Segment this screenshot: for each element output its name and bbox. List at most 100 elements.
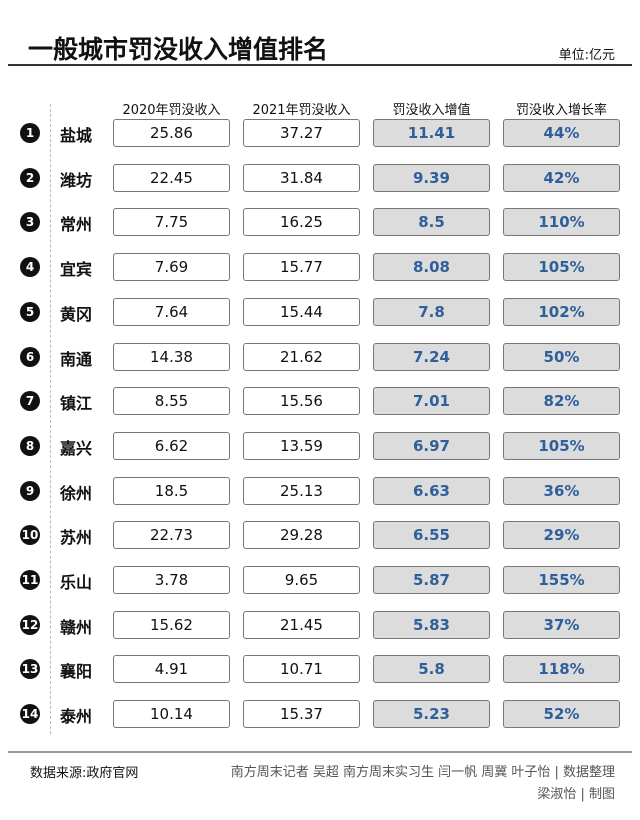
cell-rate: 82% bbox=[503, 387, 620, 416]
city-name: 黄冈 bbox=[60, 304, 93, 324]
table-row: 10 苏州 22.73 29.28 6.55 29% bbox=[0, 521, 640, 550]
rank-divider bbox=[50, 104, 51, 734]
column-header-increase: 罚没收入增值 bbox=[392, 103, 471, 118]
cell-v2020: 7.75 bbox=[113, 208, 230, 237]
cell-increase: 5.83 bbox=[373, 610, 490, 639]
unit-label: 单位:亿元 bbox=[558, 48, 615, 63]
city-name: 赣州 bbox=[60, 617, 93, 637]
rank-badge: 1 bbox=[20, 123, 40, 143]
rank-badge: 9 bbox=[20, 480, 40, 501]
data-source: 数据来源:政府官网 bbox=[30, 766, 139, 781]
cell-v2021: 21.45 bbox=[243, 610, 360, 639]
cell-v2021: 15.44 bbox=[243, 297, 360, 326]
cell-rate: 102% bbox=[503, 297, 620, 326]
cell-v2020: 7.64 bbox=[113, 297, 230, 326]
cell-v2020: 3.78 bbox=[113, 566, 230, 594]
cell-increase: 9.39 bbox=[373, 163, 490, 192]
cell-rate: 110% bbox=[503, 208, 620, 237]
cell-increase: 7.01 bbox=[373, 387, 490, 416]
cell-rate: 42% bbox=[503, 163, 620, 192]
column-header-2020: 2020年罚没收入 bbox=[122, 103, 221, 118]
page-title: 一般城市罚没收入增值排名 bbox=[28, 35, 329, 64]
cell-rate: 50% bbox=[503, 342, 620, 371]
city-name: 乐山 bbox=[60, 573, 93, 592]
cell-rate: 155% bbox=[503, 566, 620, 594]
city-name: 嘉兴 bbox=[60, 438, 93, 458]
cell-rate: 36% bbox=[503, 476, 620, 505]
cell-increase: 6.55 bbox=[373, 521, 490, 550]
table-row: 5 黄冈 7.64 15.44 7.8 102% bbox=[0, 297, 640, 326]
city-name: 镇江 bbox=[60, 394, 93, 414]
table-row: 8 嘉兴 6.62 13.59 6.97 105% bbox=[0, 431, 640, 460]
table-row: 13 襄阳 4.91 10.71 5.8 118% bbox=[0, 655, 640, 684]
cell-increase: 8.5 bbox=[373, 208, 490, 237]
table-row: 9 徐州 18.5 25.13 6.63 36% bbox=[0, 476, 640, 505]
footer-divider bbox=[8, 751, 632, 753]
rank-badge: 8 bbox=[20, 435, 40, 456]
cell-rate: 105% bbox=[503, 253, 620, 282]
table-row: 7 镇江 8.55 15.56 7.01 82% bbox=[0, 387, 640, 416]
city-name: 苏州 bbox=[60, 528, 93, 548]
rank-badge: 12 bbox=[20, 614, 40, 635]
table-row: 2 潍坊 22.45 31.84 9.39 42% bbox=[0, 163, 640, 192]
cell-v2021: 25.13 bbox=[243, 476, 360, 505]
city-name: 常州 bbox=[60, 215, 93, 235]
cell-v2020: 25.86 bbox=[113, 119, 230, 147]
rank-badge: 10 bbox=[20, 525, 40, 546]
city-name: 潍坊 bbox=[60, 170, 93, 190]
city-name: 徐州 bbox=[60, 483, 93, 503]
city-name: 宜宾 bbox=[60, 260, 93, 280]
cell-rate: 29% bbox=[503, 521, 620, 550]
cell-v2021: 13.59 bbox=[243, 431, 360, 460]
credit-line: 南方周末记者 吴超 南方周末实习生 闫一帆 周冀 叶子怡 | 数据整理 bbox=[230, 765, 615, 780]
rank-badge: 11 bbox=[20, 570, 40, 590]
cell-rate: 52% bbox=[503, 700, 620, 729]
rank-badge: 3 bbox=[20, 212, 40, 233]
cell-rate: 118% bbox=[503, 655, 620, 684]
cell-v2020: 15.62 bbox=[113, 610, 230, 639]
cell-rate: 105% bbox=[503, 431, 620, 460]
city-name: 南通 bbox=[60, 349, 93, 369]
cell-v2020: 22.45 bbox=[113, 163, 230, 192]
cell-v2020: 4.91 bbox=[113, 655, 230, 684]
table-row: 12 赣州 15.62 21.45 5.83 37% bbox=[0, 610, 640, 639]
cell-v2021: 21.62 bbox=[243, 342, 360, 371]
rank-badge: 14 bbox=[20, 704, 40, 725]
table-row: 4 宜宾 7.69 15.77 8.08 105% bbox=[0, 253, 640, 282]
cell-v2021: 16.25 bbox=[243, 208, 360, 237]
cell-increase: 6.63 bbox=[373, 476, 490, 505]
credit-line: 梁淑怡 | 制图 bbox=[537, 787, 615, 802]
rank-badge: 4 bbox=[20, 257, 40, 278]
city-name: 盐城 bbox=[60, 126, 93, 145]
cell-v2021: 15.77 bbox=[243, 253, 360, 282]
cell-increase: 7.24 bbox=[373, 342, 490, 371]
table-row: 11 乐山 3.78 9.65 5.87 155% bbox=[0, 566, 640, 594]
cell-v2021: 15.56 bbox=[243, 387, 360, 416]
cell-v2020: 18.5 bbox=[113, 476, 230, 505]
column-header-2021: 2021年罚没收入 bbox=[252, 103, 351, 118]
rank-badge: 2 bbox=[20, 167, 40, 188]
cell-v2021: 31.84 bbox=[243, 163, 360, 192]
cell-rate: 37% bbox=[503, 610, 620, 639]
cell-increase: 5.23 bbox=[373, 700, 490, 729]
cell-v2020: 22.73 bbox=[113, 521, 230, 550]
cell-increase: 6.97 bbox=[373, 431, 490, 460]
cell-v2020: 7.69 bbox=[113, 253, 230, 282]
cell-v2020: 14.38 bbox=[113, 342, 230, 371]
rank-badge: 5 bbox=[20, 301, 40, 322]
table-row: 6 南通 14.38 21.62 7.24 50% bbox=[0, 342, 640, 371]
rank-badge: 7 bbox=[20, 391, 40, 412]
city-name: 泰州 bbox=[60, 707, 93, 727]
cell-increase: 5.8 bbox=[373, 655, 490, 684]
cell-v2020: 6.62 bbox=[113, 431, 230, 460]
cell-v2020: 10.14 bbox=[113, 700, 230, 729]
cell-increase: 5.87 bbox=[373, 566, 490, 594]
cell-increase: 11.41 bbox=[373, 119, 490, 147]
cell-v2021: 15.37 bbox=[243, 700, 360, 729]
title-divider bbox=[8, 64, 632, 66]
table-row: 14 泰州 10.14 15.37 5.23 52% bbox=[0, 700, 640, 729]
cell-v2021: 29.28 bbox=[243, 521, 360, 550]
cell-v2021: 37.27 bbox=[243, 119, 360, 147]
credits: 南方周末记者 吴超 南方周末实习生 闫一帆 周冀 叶子怡 | 数据整理 梁淑怡 … bbox=[231, 762, 615, 806]
cell-increase: 7.8 bbox=[373, 297, 490, 326]
